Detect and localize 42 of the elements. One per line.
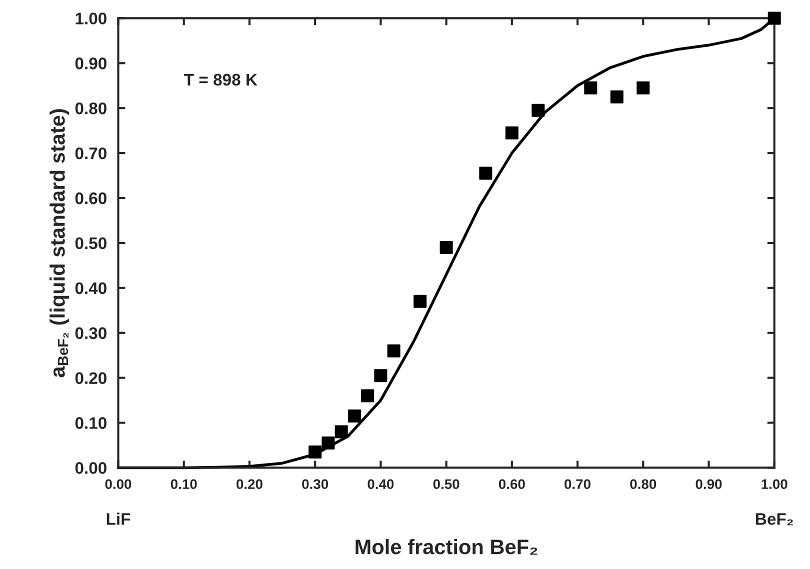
y-tick-label: 0.90: [75, 58, 106, 70]
y-tick-label: 0.30: [75, 327, 106, 340]
point: [505, 126, 518, 140]
x-tick-label: 0.80: [630, 479, 656, 490]
text: LiF: [106, 512, 130, 525]
point: [636, 81, 650, 94]
y-tick-label: 0.20: [75, 372, 106, 384]
x-tick-label: 0.00: [105, 479, 132, 490]
point: [440, 240, 453, 254]
point: [414, 294, 427, 308]
x-axis-title: Mole fraction BeF₂: [356, 539, 538, 555]
point: [374, 369, 388, 382]
y-tick-label: 0.40: [75, 282, 106, 294]
y-tick-label: 0.80: [75, 102, 106, 114]
x-tick-label: 0.50: [433, 479, 460, 490]
x-tick-label: 1.00: [762, 479, 788, 490]
point: [334, 425, 348, 438]
point: [610, 90, 624, 104]
y-tick-label: 0.10: [75, 417, 106, 429]
point: [308, 445, 322, 458]
y-tick-label: 0.70: [75, 147, 106, 160]
y-tick-label: 0.00: [75, 462, 106, 474]
point: [479, 166, 492, 180]
point: [322, 436, 335, 450]
point: [348, 410, 361, 423]
x-tick-label: 0.60: [498, 479, 525, 490]
point: [584, 81, 598, 94]
x-tick-label: 0.70: [564, 479, 590, 490]
x-tick-label: 0.20: [236, 479, 262, 490]
y-axis-title: a$_{BeF₂}$ (liquid standard state): [50, 109, 69, 378]
y-tick-label: 0.50: [75, 237, 106, 250]
y-tick-label: 1.00: [76, 12, 106, 24]
x-tick-label: 0.40: [368, 479, 394, 490]
point: [532, 104, 545, 117]
x-tick-label: 0.90: [696, 479, 722, 490]
annotation: T = 898 K: [184, 74, 258, 86]
y-tick-label: 0.60: [75, 192, 106, 204]
x-tick-label: 0.30: [302, 479, 328, 490]
x-tick-label: 0.10: [170, 479, 197, 490]
text: BeF₂: [756, 513, 793, 526]
point: [361, 389, 374, 402]
point: [387, 344, 400, 358]
